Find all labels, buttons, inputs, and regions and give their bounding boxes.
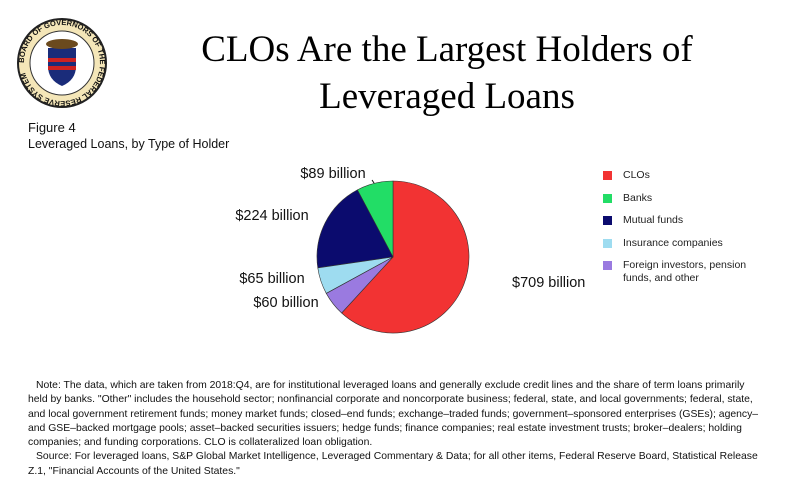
legend-item: Foreign investors, pension funds, and ot… [603,259,773,284]
legend-swatch [603,238,612,248]
legend-label: Banks [623,191,653,204]
slice-label: $60 billion [253,295,318,311]
legend-swatch [603,261,612,270]
legend: CLOs Banks Mutual funds Insurance companies… [603,169,773,284]
legend-swatch [603,216,612,225]
note-paragraph: Source: For leveraged loans, S&P Global … [28,451,758,477]
legend-label: CLOs [623,169,650,181]
notes: Note: The data, which are taken from 201… [28,379,766,479]
pie-slice [341,180,470,334]
legend-item: Mutual funds [603,214,773,237]
note-paragraph: Note: The data, which are taken from 201… [28,380,759,449]
legend-label: Insurance companies [623,236,723,249]
figure-label: Figure 4 [28,120,76,135]
legend-label: Foreign investors, pension funds, and ot… [623,259,747,284]
legend-item: Banks [603,192,773,215]
pie-slice [325,256,394,314]
legend-item: CLOs [603,169,773,192]
legend-swatch [603,171,612,180]
legend-item: Insurance companies [603,237,773,260]
slice-label: $89 billion [300,166,365,182]
pie-slice [316,189,394,269]
legend-swatch [603,193,612,203]
slice-label: $65 billion [239,271,304,287]
subtitle: Leveraged Loans, by Type of Holder [28,137,230,151]
title: CLOs Are the Largest Holders of Leverage… [201,29,693,117]
slice-label: $224 billion [235,208,308,224]
legend-label: Mutual funds [623,214,684,226]
seal: BOARD OF GOVERNORS OF THE FEDERAL RESERV… [17,18,107,108]
slice-label: $709 billion [512,275,585,291]
